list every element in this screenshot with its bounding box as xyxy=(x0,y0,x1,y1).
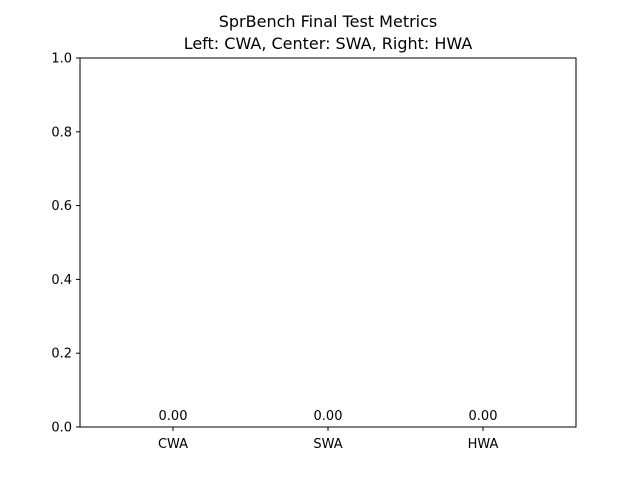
y-tick-label: 1.0 xyxy=(51,52,72,67)
x-tick-label: CWA xyxy=(158,437,188,452)
y-tick-label: 0.4 xyxy=(51,273,72,288)
y-axis: 0.0 0.2 0.4 0.6 0.8 1.0 xyxy=(51,52,80,436)
x-tick-label: HWA xyxy=(468,437,499,452)
value-labels: 0.00 0.00 0.00 xyxy=(159,409,498,424)
data-label-hwa: 0.00 xyxy=(469,409,498,424)
y-tick-label: 0.8 xyxy=(51,125,72,140)
y-tick-label: 0.0 xyxy=(51,421,72,436)
x-axis: CWA SWA HWA xyxy=(158,427,499,452)
y-tick-label: 0.2 xyxy=(51,347,72,362)
x-tick-label: SWA xyxy=(313,437,342,452)
plot-frame xyxy=(79,57,577,428)
y-tick-label: 0.6 xyxy=(51,199,72,214)
data-label-swa: 0.00 xyxy=(314,409,343,424)
chart-title: SprBench Final Test Metrics xyxy=(219,12,438,31)
data-label-cwa: 0.00 xyxy=(159,409,188,424)
plot-area xyxy=(79,57,577,428)
chart-subtitle: Left: CWA, Center: SWA, Right: HWA xyxy=(184,34,473,53)
